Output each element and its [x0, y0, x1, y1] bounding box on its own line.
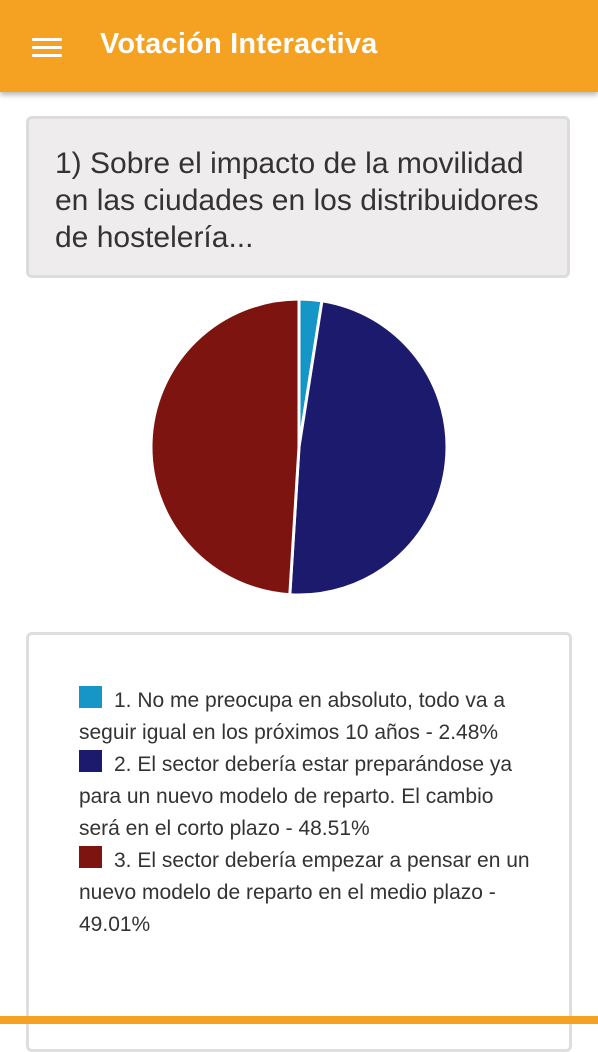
- legend-label-1: 1. No me preocupa en absoluto, todo va a…: [79, 689, 506, 744]
- pie-slice-2: [288, 299, 449, 597]
- pie-chart: [149, 297, 449, 597]
- pie-slice-3: [149, 297, 301, 597]
- pie-chart-container: [148, 296, 450, 598]
- question-text: 1) Sobre el impacto de la movilidad en l…: [55, 147, 539, 254]
- legend-item-1: 1. No me preocupa en absoluto, todo va a…: [79, 685, 539, 749]
- legend-label-3: 3. El sector debería empezar a pensar en…: [79, 849, 530, 936]
- legend-card: 1. No me preocupa en absoluto, todo va a…: [26, 632, 572, 1052]
- legend-swatch-3: [79, 846, 102, 868]
- app-title: Votación Interactiva: [100, 28, 378, 60]
- legend-item-3: 3. El sector debería empezar a pensar en…: [79, 845, 539, 941]
- legend-swatch-2: [79, 750, 102, 772]
- app-bar: Votación Interactiva: [0, 0, 598, 92]
- hamburger-menu-icon[interactable]: [20, 28, 74, 68]
- bottom-bar: [0, 1016, 598, 1024]
- legend-swatch-1: [79, 686, 102, 708]
- legend-label-2: 2. El sector debería estar preparándose …: [79, 753, 513, 840]
- question-card: 1) Sobre el impacto de la movilidad en l…: [26, 116, 570, 278]
- legend-item-2: 2. El sector debería estar preparándose …: [79, 749, 539, 845]
